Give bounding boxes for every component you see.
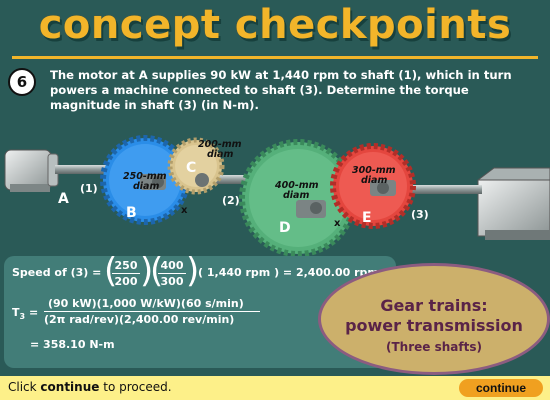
gear-d xyxy=(239,139,357,257)
gear-e-diam: diam xyxy=(361,175,387,186)
label-x1: x xyxy=(181,205,188,216)
label-c: C xyxy=(186,160,196,176)
footer-bold-word: continue xyxy=(40,380,100,394)
label-shaft-3: (3) xyxy=(411,208,429,221)
topic-subtitle: (Three shafts) xyxy=(386,340,482,354)
speed-label: Speed of (3) = xyxy=(12,266,102,279)
label-b: B xyxy=(126,205,137,221)
frac1-close-paren: ) xyxy=(140,251,154,291)
gear-d-diam: diam xyxy=(283,190,309,201)
gear-c-size: 200-mm xyxy=(198,139,242,150)
label-e: E xyxy=(362,210,372,226)
speed-fraction-2: 400 300 xyxy=(158,259,186,288)
gear-train-diagram: A (1) B C (2) D E (3) x x 250-mm diam 20… xyxy=(4,135,550,257)
label-shaft-1: (1) xyxy=(80,182,98,195)
footer-instruction: Click continue to proceed. xyxy=(8,380,172,394)
speed-fraction-1: 250 200 xyxy=(112,259,140,288)
frac2-numerator: 400 xyxy=(160,259,184,272)
question-number: 6 xyxy=(8,68,36,96)
torque-label: T3 = xyxy=(12,306,38,321)
label-a: A xyxy=(58,191,69,207)
torque-numerator: (90 kW)(1,000 W/kW)(60 s/min) xyxy=(48,297,244,310)
gear-d-size: 400-mm xyxy=(274,180,319,191)
label-d: D xyxy=(279,220,291,236)
gear-b-size: 250-mm xyxy=(123,171,167,182)
motor xyxy=(4,149,59,192)
frac2-close-paren: ) xyxy=(186,251,200,291)
continue-button[interactable]: continue xyxy=(459,379,543,397)
torque-equals: = xyxy=(28,306,39,319)
gear-c-diam: diam xyxy=(207,149,233,160)
topic-title: Gear trains: power transmission xyxy=(318,296,550,336)
footer-prefix: Click xyxy=(8,380,37,394)
frac2-open-paren: ( xyxy=(150,251,164,291)
torque-symbol: T xyxy=(12,306,20,319)
topic-line-2: power transmission xyxy=(345,316,523,335)
page-title: concept checkpoints xyxy=(38,2,512,48)
frac2-denominator: 300 xyxy=(160,275,184,288)
gear-e xyxy=(330,143,416,229)
torque-subscript: 3 xyxy=(19,312,26,322)
frac1-open-paren: ( xyxy=(104,251,118,291)
machine xyxy=(477,167,550,240)
speed-result: ( 1,440 rpm ) = 2,400.00 rpm xyxy=(198,266,379,279)
torque-fraction: (90 kW)(1,000 W/kW)(60 s/min) (2π rad/re… xyxy=(44,297,260,326)
gear-e-size: 300-mm xyxy=(352,165,396,176)
torque-denominator: (2π rad/rev)(2,400.00 rev/min) xyxy=(44,313,235,326)
torque-result: = 358.10 N-m xyxy=(30,338,115,351)
topic-line-1: Gear trains: xyxy=(380,296,488,315)
topic-badge xyxy=(318,263,550,375)
title-underline xyxy=(12,56,538,59)
footer-suffix: to proceed. xyxy=(103,380,172,394)
label-x2: x xyxy=(334,218,341,229)
gear-c xyxy=(167,137,225,195)
label-shaft-2: (2) xyxy=(222,194,240,207)
problem-text: The motor at A supplies 90 kW at 1,440 r… xyxy=(50,68,512,112)
frac1-denominator: 200 xyxy=(114,275,138,288)
frac1-numerator: 250 xyxy=(114,259,138,272)
gear-b-diam: diam xyxy=(133,181,159,192)
footer-bar xyxy=(0,376,550,400)
